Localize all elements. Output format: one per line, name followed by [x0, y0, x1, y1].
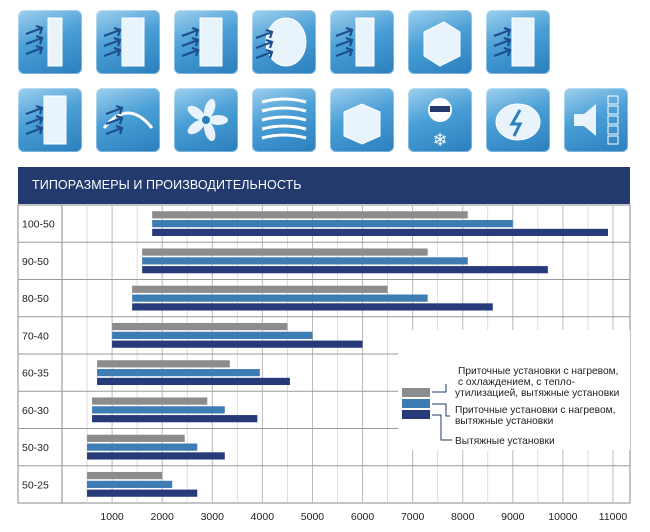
legend-box [398, 330, 630, 450]
bar-100-50-s2 [152, 220, 513, 228]
section-title: ТИПОРАЗМЕРЫ И ПРОИЗВОДИТЕЛЬНОСТЬ [32, 178, 302, 192]
category-label: 100-50 [22, 219, 55, 231]
bar-60-35-s3 [97, 377, 290, 386]
category-label: 70-40 [22, 330, 49, 342]
legend-label: Приточные установки с нагревом, [458, 366, 618, 377]
bar-60-30-s1 [92, 397, 208, 405]
category-label: 60-30 [22, 405, 49, 417]
legend-label: вытяжные установки [455, 416, 553, 427]
bar-70-40-s1 [112, 322, 288, 331]
legend-swatch-1 [402, 388, 430, 397]
legend-swatch-2 [402, 399, 430, 408]
humidifier-icon [18, 88, 82, 152]
x-tick-label: 10000 [548, 511, 577, 523]
bar-50-30-s1 [87, 434, 185, 442]
bar-90-50-s1 [142, 248, 428, 256]
x-tick-label: 2000 [151, 511, 175, 523]
x-tick-label: 5000 [301, 511, 325, 523]
category-label: 50-30 [22, 442, 49, 454]
bar-50-30-s3 [87, 452, 225, 460]
water-heater-icon [174, 10, 238, 74]
x-tick-label: 11000 [599, 511, 628, 523]
bar-90-50-s3 [142, 266, 548, 274]
category-label: 90-50 [22, 256, 49, 268]
x-tick-label: 3000 [201, 511, 225, 523]
fan-filter-icon [96, 10, 160, 74]
bar-60-35-s1 [97, 360, 230, 368]
bar-70-40-s2 [112, 331, 313, 339]
sun-snow-climate-icon: ❄ [408, 88, 472, 152]
x-tick-label: 8000 [451, 511, 475, 523]
bar-50-25-s2 [87, 480, 173, 488]
legend-label: утилизацией, вытяжные установки [455, 388, 619, 399]
bar-80-50-s2 [132, 294, 428, 302]
casing-box-icon [330, 88, 394, 152]
legend-label: с охлаждением, с тепло- [458, 377, 575, 388]
legend-connector [432, 384, 447, 393]
bar-60-30-s2 [92, 406, 225, 414]
section-header: ТИПОРАЗМЕРЫ И ПРОИЗВОДИТЕЛЬНОСТЬ [18, 167, 630, 204]
feature-icons-row-1 [18, 10, 550, 74]
bar-60-35-s2 [97, 369, 260, 377]
legend-swatch-3 [402, 410, 430, 419]
bar-80-50-s3 [132, 303, 493, 311]
category-label: 80-50 [22, 293, 49, 305]
x-tick-label: 9000 [501, 511, 525, 523]
plate-heat-exchanger-icon [408, 10, 472, 74]
svg-text:❄: ❄ [432, 130, 447, 151]
bar-50-25-s1 [87, 471, 163, 480]
airflow-mixing-icon [96, 88, 160, 152]
bar-100-50-s3 [152, 228, 608, 237]
legend-label: Вытяжные установки [455, 436, 555, 447]
legend-label: Приточные установки с нагревом, [455, 405, 615, 416]
rotary-heat-exchanger-icon [252, 10, 316, 74]
bar-70-40-s3 [112, 340, 363, 348]
fan-impeller-icon [174, 88, 238, 152]
legend-connector [432, 403, 450, 417]
bar-60-30-s3 [92, 415, 258, 423]
legend-connector [432, 414, 452, 441]
feature-icons-row-2: ❄ [18, 88, 628, 152]
electric-motor-icon [486, 88, 550, 152]
bar-50-30-s2 [87, 443, 198, 451]
bar-50-25-s3 [87, 489, 198, 497]
bar-90-50-s2 [142, 257, 468, 265]
sound-level-icon [564, 88, 628, 152]
cooling-filter-icon [330, 10, 394, 74]
x-tick-label: 6000 [351, 511, 375, 523]
bar-100-50-s1 [152, 211, 468, 219]
category-label: 60-35 [22, 368, 49, 380]
bar-80-50-s1 [132, 285, 388, 293]
silencer-icon [252, 88, 316, 152]
category-label: 50-25 [22, 479, 49, 491]
heater-filter-icon [18, 10, 82, 74]
x-tick-label: 7000 [401, 511, 425, 523]
x-tick-label: 4000 [251, 511, 275, 523]
x-tick-label: 1000 [100, 511, 124, 523]
electric-heater-icon [486, 10, 550, 74]
